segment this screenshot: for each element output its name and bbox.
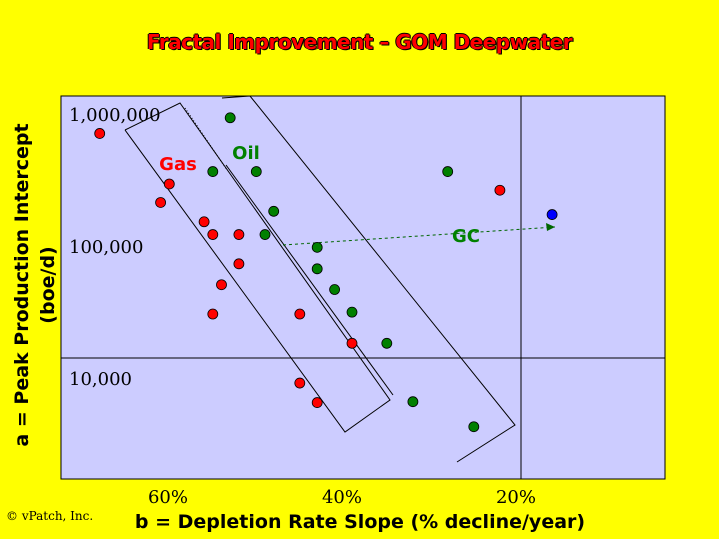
x-tick-label: 60% — [148, 487, 188, 508]
chart-title: Fractal Improvement – GOM Deepwater — [146, 30, 573, 54]
plot-area — [60, 95, 666, 480]
annotation-gc: GC — [452, 226, 480, 247]
oil-point — [381, 337, 393, 349]
oil-point — [224, 112, 236, 124]
annotation-gas: Gas — [159, 154, 197, 175]
gas-point — [233, 258, 245, 270]
y-tick-label: 100,000 — [69, 237, 143, 258]
gas-point — [311, 397, 323, 408]
gas-point — [233, 229, 245, 240]
gas-point — [294, 377, 306, 389]
oil-point — [407, 396, 419, 408]
x-tick-label: 40% — [322, 487, 362, 508]
annotation-oil: Oil — [232, 143, 260, 164]
oil-point — [442, 166, 454, 177]
gas-point — [346, 337, 358, 349]
gas-point — [494, 184, 506, 196]
oil-envelope — [221, 95, 516, 463]
y-tick-label: 10,000 — [69, 369, 132, 390]
dotted-trend-line — [184, 107, 228, 171]
y-tick-label: 1,000,000 — [69, 105, 161, 126]
oil-point — [468, 421, 480, 433]
gas-envelope — [124, 102, 391, 433]
oil-point — [329, 284, 341, 295]
gc-arrowhead — [546, 223, 555, 231]
gas-point — [294, 308, 306, 320]
oil-point — [346, 306, 358, 318]
gas-point — [207, 229, 219, 240]
oil-point — [311, 263, 323, 275]
gas-point — [216, 279, 227, 291]
x-tick-label: 20% — [496, 487, 536, 508]
gas-point — [198, 216, 210, 228]
gas-point — [155, 197, 167, 208]
oil-point — [259, 229, 271, 240]
y-axis-label-line1: a = Peak Production Intercept — [11, 123, 33, 446]
y-axis-label-line2: (boe/d) — [37, 246, 59, 323]
gc-point — [546, 209, 558, 220]
oil-point — [250, 166, 262, 177]
oil-point — [207, 166, 219, 177]
oil-point — [311, 241, 323, 253]
x-axis-label: b = Depletion Rate Slope (% decline/year… — [135, 511, 585, 533]
oil-point — [268, 205, 280, 217]
gas-point — [94, 128, 106, 139]
trend-line — [225, 164, 394, 396]
copyright-text: © vPatch, Inc. — [6, 509, 94, 523]
gas-point — [207, 308, 219, 320]
gas-point — [163, 178, 175, 190]
